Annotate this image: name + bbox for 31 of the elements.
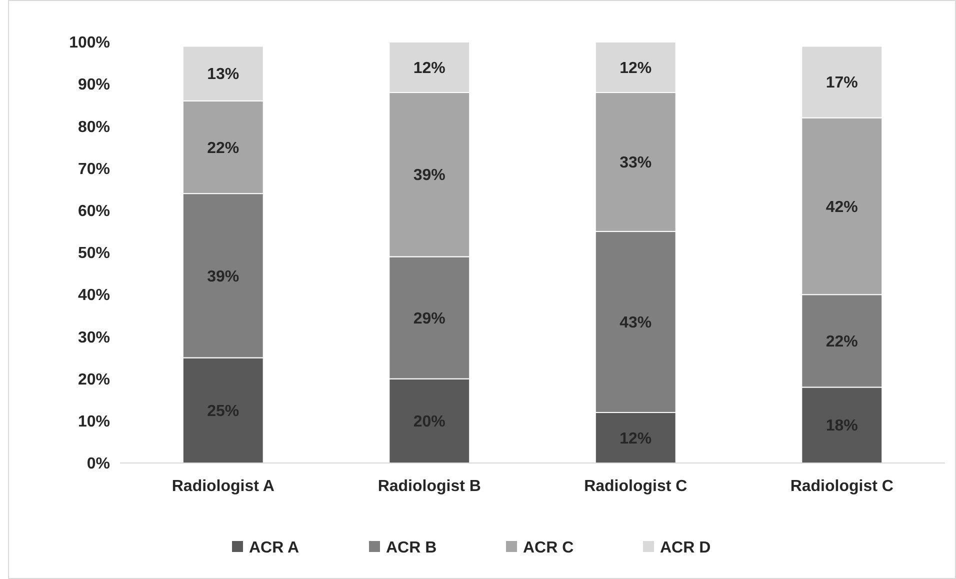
data-label: 33% <box>620 154 652 172</box>
data-label: 22% <box>207 140 240 157</box>
legend-label: ACR B <box>386 540 437 557</box>
data-label: 17% <box>826 74 858 92</box>
y-tick-label: 100% <box>69 34 110 52</box>
y-tick-label: 20% <box>78 371 110 388</box>
legend-label: ACR D <box>660 540 711 557</box>
data-label: 42% <box>826 198 858 216</box>
x-tick-label: Radiologist C <box>790 478 894 495</box>
y-tick-label: 70% <box>78 160 110 178</box>
y-tick-label: 10% <box>78 414 110 430</box>
y-tick-label: 50% <box>78 245 110 262</box>
y-tick-label: 40% <box>78 287 110 304</box>
data-label: 22% <box>826 334 858 351</box>
legend-label: ACR A <box>249 540 300 557</box>
data-label: 29% <box>413 310 446 328</box>
data-label: 12% <box>620 60 652 77</box>
x-tick-label: Radiologist C <box>584 478 688 495</box>
data-label: 43% <box>620 314 652 332</box>
legend-label: ACR C <box>523 540 574 557</box>
data-label: 39% <box>207 268 240 286</box>
y-tick-label: 60% <box>78 203 110 220</box>
y-tick-label: 80% <box>78 118 110 136</box>
data-label: 39% <box>413 167 446 184</box>
y-tick-label: 30% <box>78 329 110 346</box>
y-tick-label: 0% <box>86 456 110 473</box>
y-tick-label: 90% <box>78 76 110 94</box>
x-tick-label: Radiologist A <box>172 478 275 495</box>
data-label: 13% <box>207 66 240 84</box>
data-label: 12% <box>413 60 446 77</box>
x-tick-label: Radiologist B <box>378 478 481 495</box>
